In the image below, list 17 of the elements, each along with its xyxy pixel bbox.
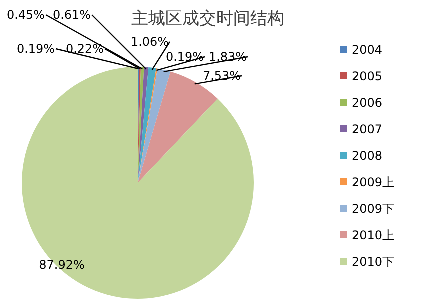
data-label: 0.22% [66, 42, 104, 56]
data-label: 0.19% [16, 42, 56, 56]
data-label: 0.61% [52, 8, 92, 22]
legend-label: 2008 [352, 149, 383, 163]
legend-label: 2009上 [352, 176, 395, 190]
data-label: 87.92% [39, 258, 85, 272]
data-label: 0.19% [166, 50, 204, 64]
legend-label: 2010下 [352, 255, 395, 269]
legend-label: 2007 [352, 122, 383, 136]
legend-label: 2010上 [352, 228, 395, 242]
data-label: 1.06% [130, 35, 170, 49]
legend-label: 2009下 [352, 202, 395, 216]
data-label: 0.45% [6, 8, 46, 22]
legend-label: 2005 [352, 70, 383, 84]
chart-title: 主城区成交时间结构 [132, 9, 284, 29]
legend-label: 2004 [352, 43, 383, 57]
legend-label: 2006 [352, 96, 383, 110]
